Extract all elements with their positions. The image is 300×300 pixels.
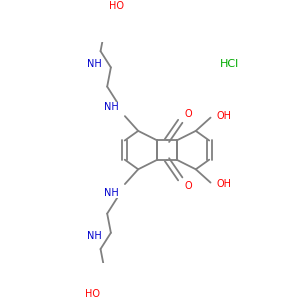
- Text: NH: NH: [104, 102, 119, 112]
- Text: OH: OH: [216, 179, 231, 189]
- Text: HO: HO: [85, 289, 100, 299]
- Text: HCl: HCl: [220, 59, 239, 69]
- Text: NH: NH: [104, 188, 119, 198]
- Text: OH: OH: [216, 111, 231, 121]
- Text: HO: HO: [109, 1, 124, 11]
- Text: NH: NH: [87, 232, 102, 242]
- Text: O: O: [185, 109, 192, 119]
- Text: O: O: [185, 181, 192, 191]
- Text: NH: NH: [87, 59, 102, 69]
